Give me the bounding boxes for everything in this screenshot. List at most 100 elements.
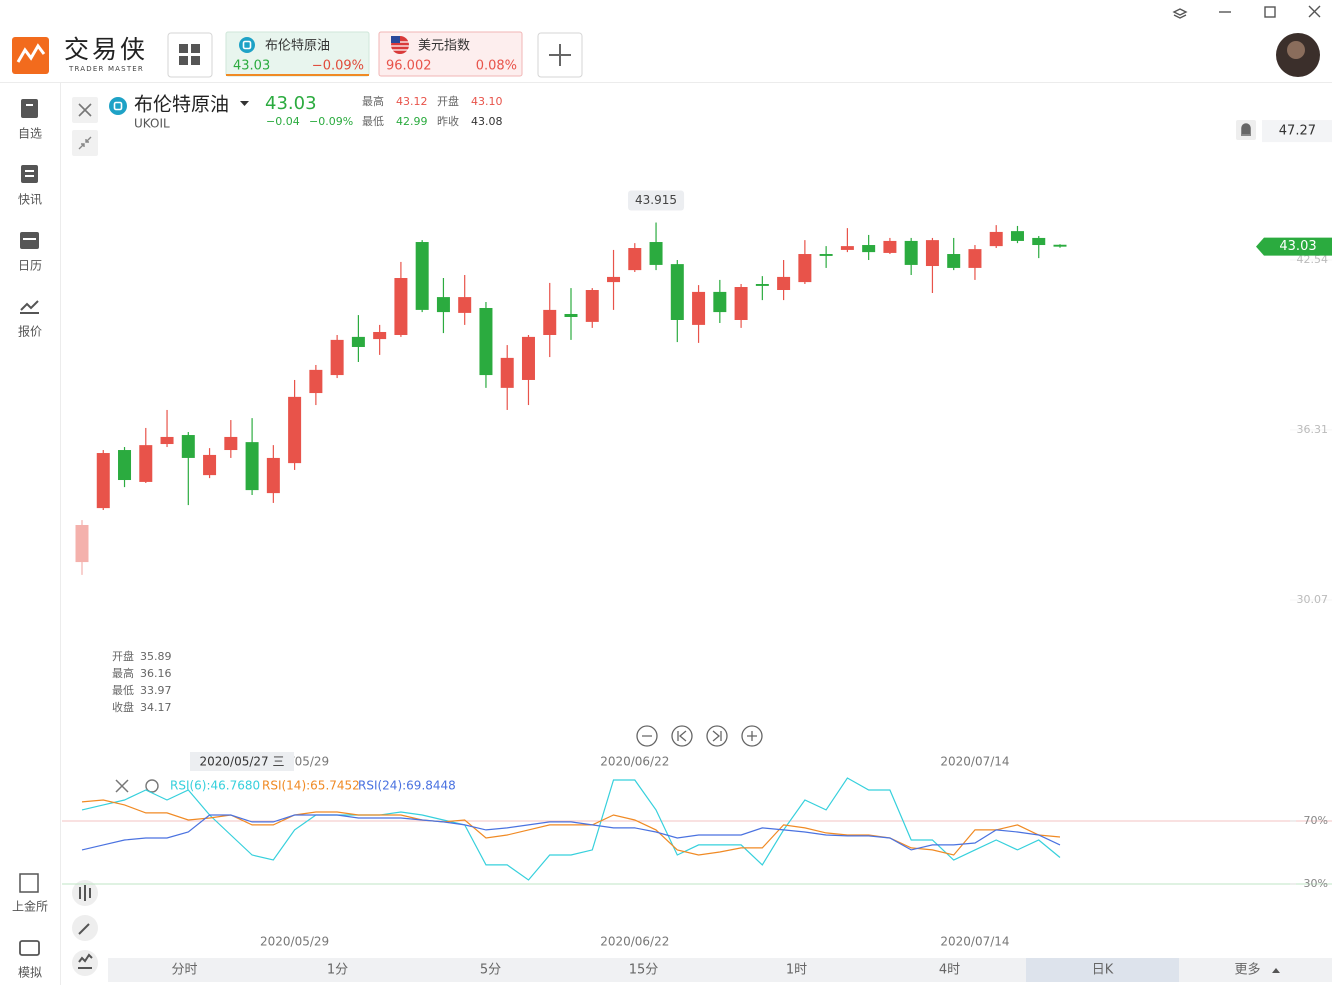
price-tick-label: 42.54 — [1297, 253, 1329, 266]
quote-price: 43.03 — [265, 93, 317, 114]
timeframe-option[interactable]: 5分 — [480, 963, 501, 978]
candle-body — [139, 445, 153, 482]
candle-body — [75, 525, 89, 563]
timeframe-option[interactable]: 1分 — [327, 963, 348, 978]
candle-body — [798, 254, 812, 283]
candle — [415, 240, 429, 313]
candle-body — [607, 276, 621, 283]
timeframe-option[interactable]: 4时 — [939, 963, 960, 978]
candle-body — [288, 396, 302, 464]
candle-body — [777, 276, 791, 291]
candle-body — [585, 290, 599, 322]
alert-price: 47.27 — [1279, 124, 1316, 139]
peak-label-bg — [628, 190, 685, 211]
candle-body — [96, 453, 110, 509]
candle-body — [436, 297, 450, 313]
hover-stat-value: 34.17 — [140, 701, 172, 714]
candle-body — [670, 264, 684, 320]
candle-body — [692, 291, 706, 325]
candle-body — [330, 339, 344, 376]
logo-text: 交易侠 — [64, 35, 148, 64]
tab-usd-index[interactable] — [378, 31, 523, 77]
candle — [203, 448, 217, 479]
candle-body — [266, 457, 280, 494]
candle-body — [351, 336, 365, 347]
candle-body — [1010, 231, 1024, 241]
icon-sge[interactable] — [19, 873, 39, 893]
hover-date: 2020/05/27 三 — [200, 755, 285, 769]
candle-body — [458, 297, 472, 313]
shrink-button[interactable] — [72, 130, 98, 156]
x-tick-label: 2020/07/14 — [940, 935, 1009, 949]
candle-body — [394, 278, 408, 335]
hover-stat-value: 35.89 — [140, 650, 172, 663]
scroll-end-button[interactable] — [706, 725, 728, 747]
candle — [862, 234, 876, 261]
symbol-dropdown[interactable] — [240, 101, 249, 106]
quote-stat-label: 昨收 — [437, 114, 459, 128]
candle-body — [734, 287, 748, 320]
rsi-line — [81, 799, 1061, 856]
zoom-controls — [636, 725, 763, 747]
tab-icon-glyph — [242, 40, 252, 50]
quote-stat-label: 最高 — [362, 94, 384, 108]
candle-body — [904, 240, 918, 265]
candle — [670, 260, 684, 343]
close-icon[interactable] — [1308, 5, 1321, 18]
candle-body — [521, 336, 535, 380]
sidebar-label: 报价 — [18, 324, 42, 339]
timeframe-option[interactable]: 更多 — [1234, 962, 1260, 978]
close-indicator[interactable] — [115, 779, 129, 793]
candle-body — [713, 291, 727, 313]
x-tick-label: 2020/06/22 — [600, 935, 669, 949]
timeframe-option[interactable]: 15分 — [629, 963, 659, 978]
rsi-tick-label: 70% — [1304, 814, 1328, 827]
icon-watchlist[interactable] — [21, 99, 38, 118]
icon-sim[interactable] — [19, 940, 40, 956]
sidebar-label: 自选 — [18, 127, 42, 141]
candle — [351, 315, 365, 362]
candle-body — [649, 242, 663, 265]
timeframe-option[interactable]: 日K — [1092, 963, 1114, 978]
indicator-settings[interactable] — [145, 779, 159, 793]
quote-stat-value: 43.12 — [396, 95, 428, 108]
maximize-icon[interactable] — [1264, 6, 1276, 18]
quote-change-pct: −0.09% — [309, 115, 353, 128]
sidebar-label: 模拟 — [18, 966, 42, 980]
rsi-legend: RSI(14):65.7452 — [262, 779, 360, 793]
rsi-line — [81, 777, 1061, 881]
symbol-glyph — [113, 101, 123, 111]
candle — [904, 237, 918, 276]
tab-name: 布伦特原油 — [265, 39, 330, 54]
timeframe-option[interactable]: 分时 — [171, 963, 197, 978]
header-bar — [0, 0, 1332, 82]
logo-subtitle: TRADER MASTER — [68, 65, 144, 73]
layers-icon[interactable] — [1172, 8, 1188, 19]
tab-icon — [239, 37, 255, 53]
icon-news[interactable] — [21, 165, 38, 183]
us-flag-canton — [391, 36, 400, 43]
symbol-name: 布伦特原油 — [134, 94, 229, 116]
candle — [713, 279, 727, 323]
tab-name: 美元指数 — [418, 39, 470, 54]
grid-button[interactable] — [167, 32, 213, 78]
timeframe-option[interactable]: 1时 — [786, 963, 807, 978]
scroll-start-button[interactable] — [671, 725, 693, 747]
candle-body — [1053, 244, 1067, 247]
candle — [160, 409, 174, 448]
indicator-button[interactable] — [72, 950, 98, 976]
price-tick-label: 30.07 — [1297, 593, 1329, 606]
last-price-label: 43.03 — [1279, 239, 1316, 254]
candle-body — [968, 249, 982, 268]
candle — [819, 246, 833, 268]
window-controls — [1172, 5, 1321, 19]
rsi-line — [81, 814, 1061, 851]
icon-calendar[interactable] — [20, 232, 39, 249]
candle — [734, 284, 748, 328]
icon-quotes[interactable] — [20, 300, 39, 314]
rsi-legend: RSI(6):46.7680 — [170, 779, 260, 793]
candle — [436, 278, 450, 334]
sidebar-label: 快讯 — [18, 193, 42, 207]
quote-stat-label: 最低 — [362, 115, 384, 128]
